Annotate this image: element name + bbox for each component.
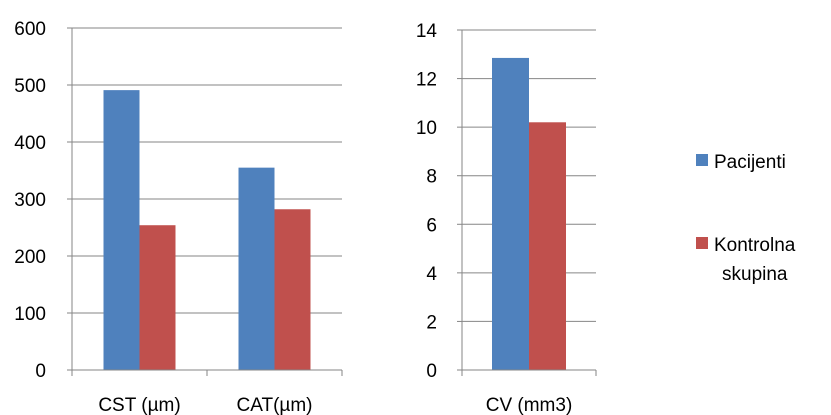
x-tick-label: CST (µm) [98,395,180,415]
y-tick-label: 6 [426,215,437,236]
legend-swatch-pacijenti [696,154,708,166]
legend-label-pacijenti: Pacijenti [714,152,786,173]
legend-label-line-1: Kontrolna [714,235,796,256]
y-tick-label: 300 [14,190,46,211]
y-tick-label: 0 [426,361,437,382]
x-tick-label: CV (mm3) [486,395,573,415]
x-tick-label: CAT(µm) [236,395,312,415]
y-tick-label: 500 [14,76,46,97]
y-tick-label: 0 [35,361,46,382]
y-tick-label: 12 [416,70,437,91]
y-tick-label: 2 [426,312,437,333]
bar-kontrolna-skupina-cv-mm3 [529,122,566,371]
y-tick-label: 600 [14,19,46,40]
bar-pacijenti-cst-m [103,90,140,370]
legend-swatch-kontrolna-skupina [696,237,708,249]
chart-left: 0 100 200 300 400 500 600 CST (µm) CAT(µm) [14,19,343,415]
y-tick-label: 100 [14,304,46,325]
y-tick-label: 10 [416,118,437,139]
bar-kontrolna-skupina-cat-m [274,209,311,370]
y-tick-label: 400 [14,133,46,154]
bar-kontrolna-skupina-cst-m [139,225,176,370]
y-tick-label: 200 [14,247,46,268]
legend-label-kontrolna-skupina: Kontrolna skupina [714,235,801,285]
chart-right: 0 2 4 6 8 10 12 14 CV (mm3) [416,21,597,415]
legend: Pacijenti Kontrolna skupina [696,152,801,285]
y-tick-label: 4 [426,264,437,285]
bar-pacijenti-cv-mm3 [492,57,529,371]
y-tick-label: 14 [416,21,438,42]
legend-label-line-2: skupina [722,264,788,285]
bar-pacijenti-cat-m [238,167,275,370]
y-tick-label: 8 [426,167,437,188]
